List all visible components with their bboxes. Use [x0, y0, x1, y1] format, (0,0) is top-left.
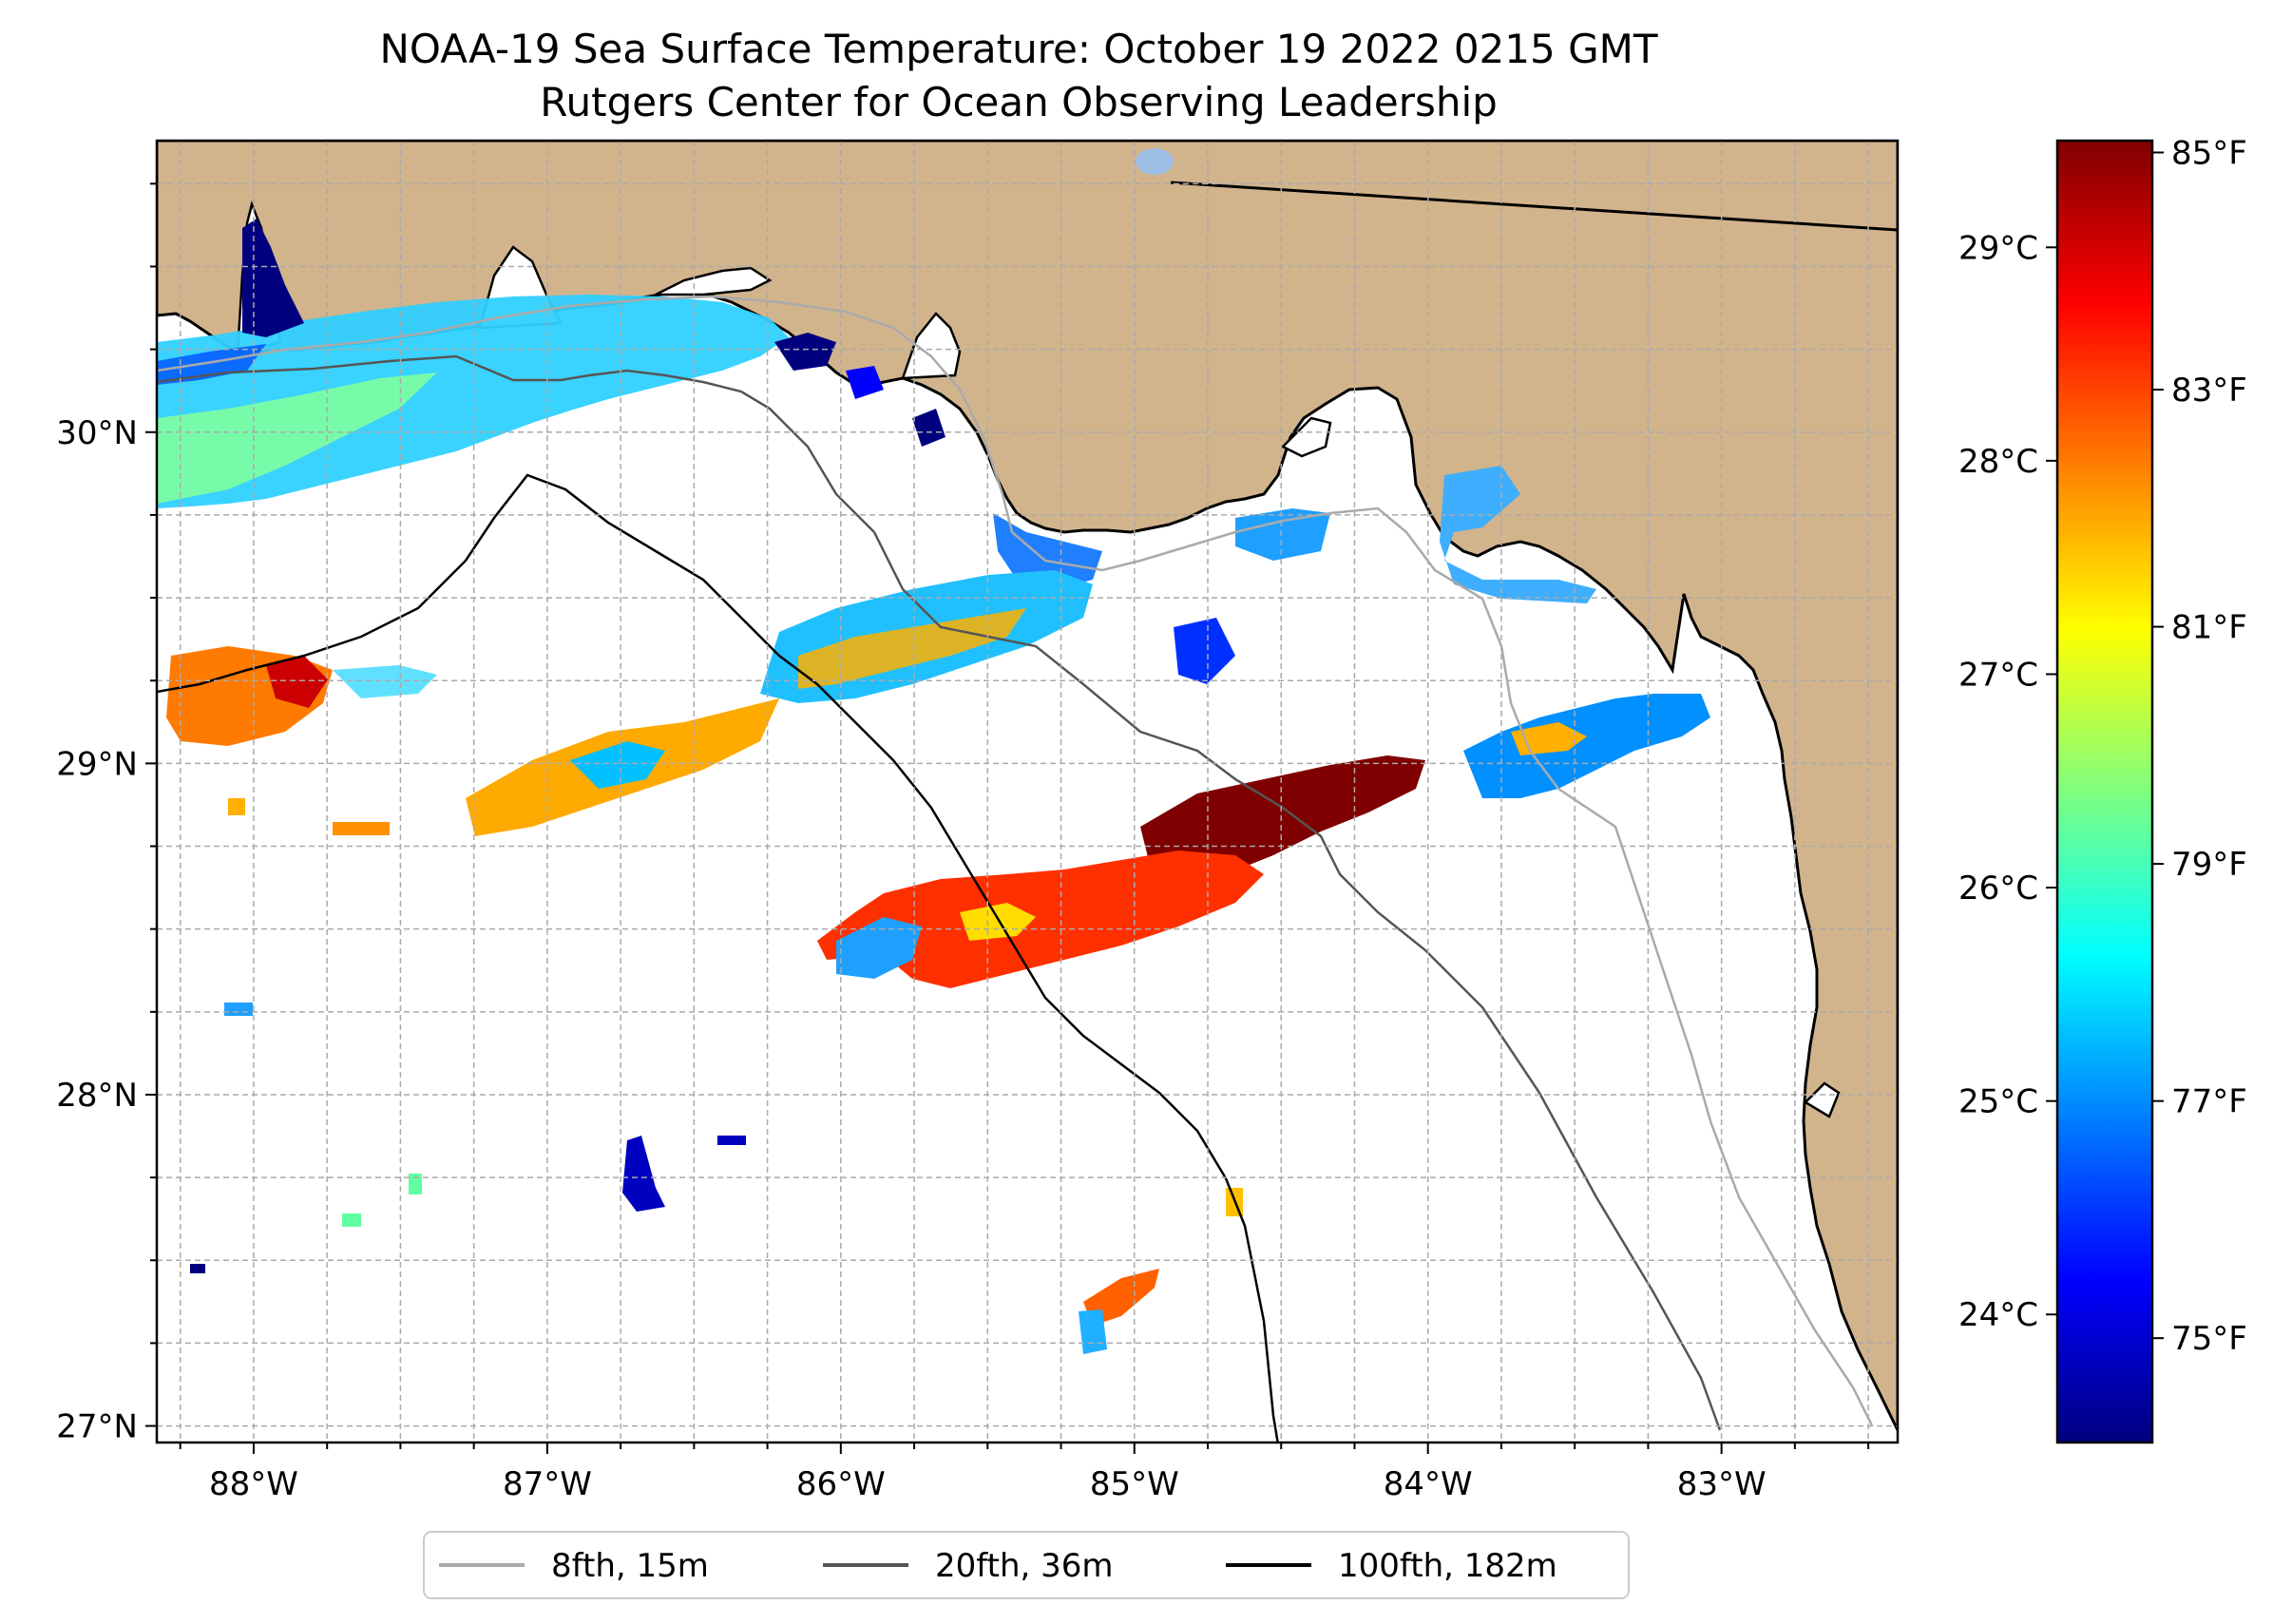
colorbar-celsius-label: 28°C	[1958, 443, 2038, 481]
legend-label-20fth: 20fth, 36m	[935, 1547, 1114, 1585]
colorbar-celsius-label: 25°C	[1958, 1083, 2038, 1121]
sst-swath-north-cool	[157, 344, 266, 385]
sst-patch-sw-cool	[570, 741, 665, 789]
colorbar-fahrenheit-label: 81°F	[2171, 609, 2247, 647]
sst-speck-5	[224, 1003, 253, 1016]
sst-patch-mobile	[242, 219, 304, 337]
colorbar: 24°C 25°C 26°C 27°C 28°C 29°C 75°F 77°F 79°F 81°F…	[1958, 134, 2247, 1444]
x-tick-label: 88°W	[209, 1465, 298, 1503]
colorbar-frame	[2055, 139, 2154, 1444]
sst-patch-b	[846, 366, 884, 399]
sst-swath-north-warm	[157, 373, 437, 504]
y-tick-label: 30°N	[56, 414, 138, 452]
legend-label-100fth: 100fth, 182m	[1338, 1547, 1557, 1585]
sst-speck-1	[622, 1136, 665, 1212]
y-tick-label: 28°N	[56, 1077, 138, 1115]
sst-patch-g	[1174, 618, 1235, 684]
sst-patch-west-edge	[333, 665, 437, 698]
title-line-2: Rutgers Center for Ocean Observing Leade…	[540, 79, 1498, 125]
colorbar-celsius-label: 26°C	[1958, 869, 2038, 908]
sst-speck-11	[717, 1136, 746, 1145]
colorbar-ticks: 24°C 25°C 26°C 27°C 28°C 29°C 75°F 77°F 79°F 81°F…	[1958, 134, 2247, 1358]
y-tick-label: 27°N	[56, 1408, 138, 1446]
sst-patch-a	[774, 333, 836, 371]
legend-label-8fth: 8fth, 15m	[551, 1547, 709, 1585]
sst-patch-west-core	[266, 656, 328, 708]
sst-speck-7	[333, 822, 390, 835]
colorbar-fahrenheit-label: 77°F	[2171, 1083, 2247, 1121]
x-tick-label: 86°W	[796, 1465, 886, 1503]
colorbar-celsius-label: 24°C	[1958, 1296, 2038, 1334]
sst-patch-south-mid	[960, 903, 1036, 941]
y-tick-label: 29°N	[56, 745, 138, 783]
choctawhatchee-bay	[655, 266, 773, 296]
colorbar-fahrenheit-label: 85°F	[2171, 134, 2247, 172]
sst-speck-8	[409, 1174, 422, 1194]
x-tick-label: 84°W	[1384, 1465, 1473, 1503]
sst-patch-south-cool	[836, 917, 922, 979]
map-gridlines	[157, 141, 1898, 1442]
sst-swath-north	[157, 295, 789, 508]
sst-patch-d	[993, 513, 1102, 589]
sst-swath-middle-warm	[798, 608, 1026, 689]
x-tick-label: 85°W	[1090, 1465, 1179, 1503]
map-frame	[155, 139, 1900, 1444]
sst-patch-e	[1235, 508, 1330, 561]
sst-patch-c	[912, 409, 945, 447]
sst-swath-south	[817, 850, 1264, 988]
colorbar-fahrenheit-label: 79°F	[2171, 846, 2247, 884]
x-tick-label: 87°W	[503, 1465, 592, 1503]
colorbar-fill	[2057, 141, 2152, 1442]
sst-patch-f	[1440, 466, 1596, 603]
colorbar-fahrenheit-label: 75°F	[2171, 1320, 2247, 1358]
x-tick-label: 83°W	[1677, 1465, 1767, 1503]
colorbar-celsius-label: 27°C	[1958, 656, 2038, 694]
map: 88°W 87°W 86°W 85°W 84°W 83°W 27°N 28°N 29°N 30°N	[56, 139, 1900, 1503]
sst-swath-east	[1463, 694, 1710, 798]
st-andrew-bay	[901, 312, 962, 380]
state-border	[1170, 181, 1898, 232]
lake	[1136, 148, 1174, 175]
title-line-1: NOAA-19 Sea Surface Temperature: October…	[379, 26, 1657, 72]
tampa-bay	[1803, 1081, 1841, 1118]
legend: 8fth, 15m 20fth, 36m 100fth, 182m	[423, 1531, 1630, 1599]
isobaths	[157, 295, 1874, 1442]
colorbar-fahrenheit-label: 83°F	[2171, 372, 2247, 410]
isobath-8fth	[157, 295, 1874, 1426]
isobath-100fth	[157, 473, 1279, 1442]
sst-speck-6	[228, 798, 245, 815]
map-content	[157, 141, 1898, 1442]
sst-speck-3	[1079, 1309, 1107, 1354]
map-ticks: 88°W 87°W 86°W 85°W 84°W 83°W 27°N 28°N 29°N 30°N	[56, 182, 1870, 1503]
legend-frame	[423, 1531, 1630, 1599]
sst-data	[157, 219, 1710, 1354]
apalachee-coast-bay	[1280, 416, 1332, 458]
colorbar-celsius-label: 29°C	[1958, 229, 2038, 267]
sst-patch-east-warm	[1511, 722, 1587, 755]
sst-speck-10	[190, 1264, 205, 1273]
sst-speck-9	[342, 1213, 361, 1227]
isobath-20fth	[157, 354, 1722, 1431]
